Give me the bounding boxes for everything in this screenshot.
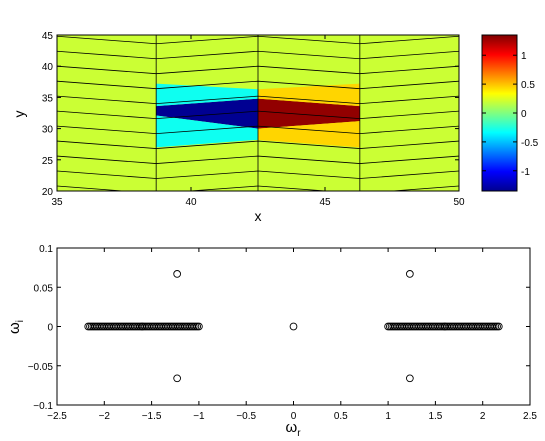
mesh-cell (258, 83, 360, 107)
scatter-y-tick-label: −0.05 (28, 362, 54, 373)
mesh-y-tick-label: 45 (42, 31, 54, 42)
scatter-x-tick-label: 0.5 (334, 411, 348, 422)
scatter-x-tick-label: −2 (99, 411, 111, 422)
mesh-plot: 35 40 45 50 20 25 30 35 40 45 x y (11, 21, 465, 224)
eigenvalue-band-point (494, 322, 503, 331)
scatter-x-tick-label: −1 (193, 411, 205, 422)
mesh-y-axis-label: y (11, 111, 27, 118)
eigenvalue-band-point (195, 322, 203, 331)
mesh-x-tick-label: 35 (51, 197, 63, 208)
eigenvalue-point (406, 374, 414, 383)
scatter-x-tick-label: −1.5 (142, 411, 162, 422)
eigenvalue-point (406, 270, 414, 278)
eigenvalue-point (173, 374, 181, 383)
colorbar-tick-label: 1 (521, 51, 527, 62)
mesh-x-tick-label: 45 (319, 197, 331, 208)
scatter-x-tick-label: 1 (385, 411, 391, 422)
mesh-y-tick-label: 30 (42, 125, 54, 136)
scatter-y-tick-label: 0.05 (34, 283, 54, 294)
mesh-plot-frame (56, 34, 460, 192)
mesh-cell (258, 98, 360, 129)
eigenvalue-scatter-plot: −2.5 −2 −1.5 −1 −0.5 0 0.5 1 1.5 2 2.5 −0.1 −0.05 0 0… (6, 244, 537, 439)
mesh-row-line (57, 21, 459, 28)
eigenvalue-point (441, 322, 449, 331)
scatter-x-tick-label: −2.5 (47, 411, 67, 422)
mesh-cell (156, 83, 258, 107)
colorbar-tick-label: -0.5 (521, 138, 539, 149)
scatter-x-axis-label: ωr (285, 419, 301, 439)
mesh-y-tick-label: 35 (42, 93, 54, 104)
colorbar-gradient (481, 34, 518, 192)
scatter-x-tick-label: 2 (480, 411, 486, 422)
scatter-y-tick-label: −0.1 (33, 401, 53, 412)
scatter-x-tick-label: 0 (291, 411, 297, 422)
eigenvalue-point (173, 270, 181, 278)
scatter-x-tick-label: 1.5 (428, 411, 442, 422)
scatter-y-tick-label: 0 (47, 323, 53, 334)
scatter-x-tick-label: 2.5 (523, 411, 537, 422)
eigenvalue-point (289, 322, 298, 331)
mesh-y-tick-label: 25 (42, 156, 54, 167)
colorbar-tick-label: 0.5 (521, 80, 535, 91)
mesh-y-tick-label: 40 (42, 62, 54, 73)
scatter-x-tick-label: −0.5 (236, 411, 256, 422)
colorbar-tick-label: 0 (521, 109, 527, 120)
mesh-y-tick-label: 20 (42, 187, 54, 198)
mesh-x-tick-label: 40 (185, 197, 197, 208)
colorbar-tick-label: -1 (521, 167, 530, 178)
mesh-cell (156, 115, 258, 148)
mesh-x-axis-label: x (255, 208, 262, 224)
scatter-y-axis-label: ωi (6, 320, 26, 334)
mesh-x-tick-label: 50 (453, 197, 465, 208)
colorbar: 1 0.5 0 -0.5 -1 (481, 34, 539, 192)
eigenvalue-point (138, 322, 146, 331)
mesh-cell (156, 98, 258, 129)
scatter-y-tick-label: 0.1 (39, 244, 53, 255)
